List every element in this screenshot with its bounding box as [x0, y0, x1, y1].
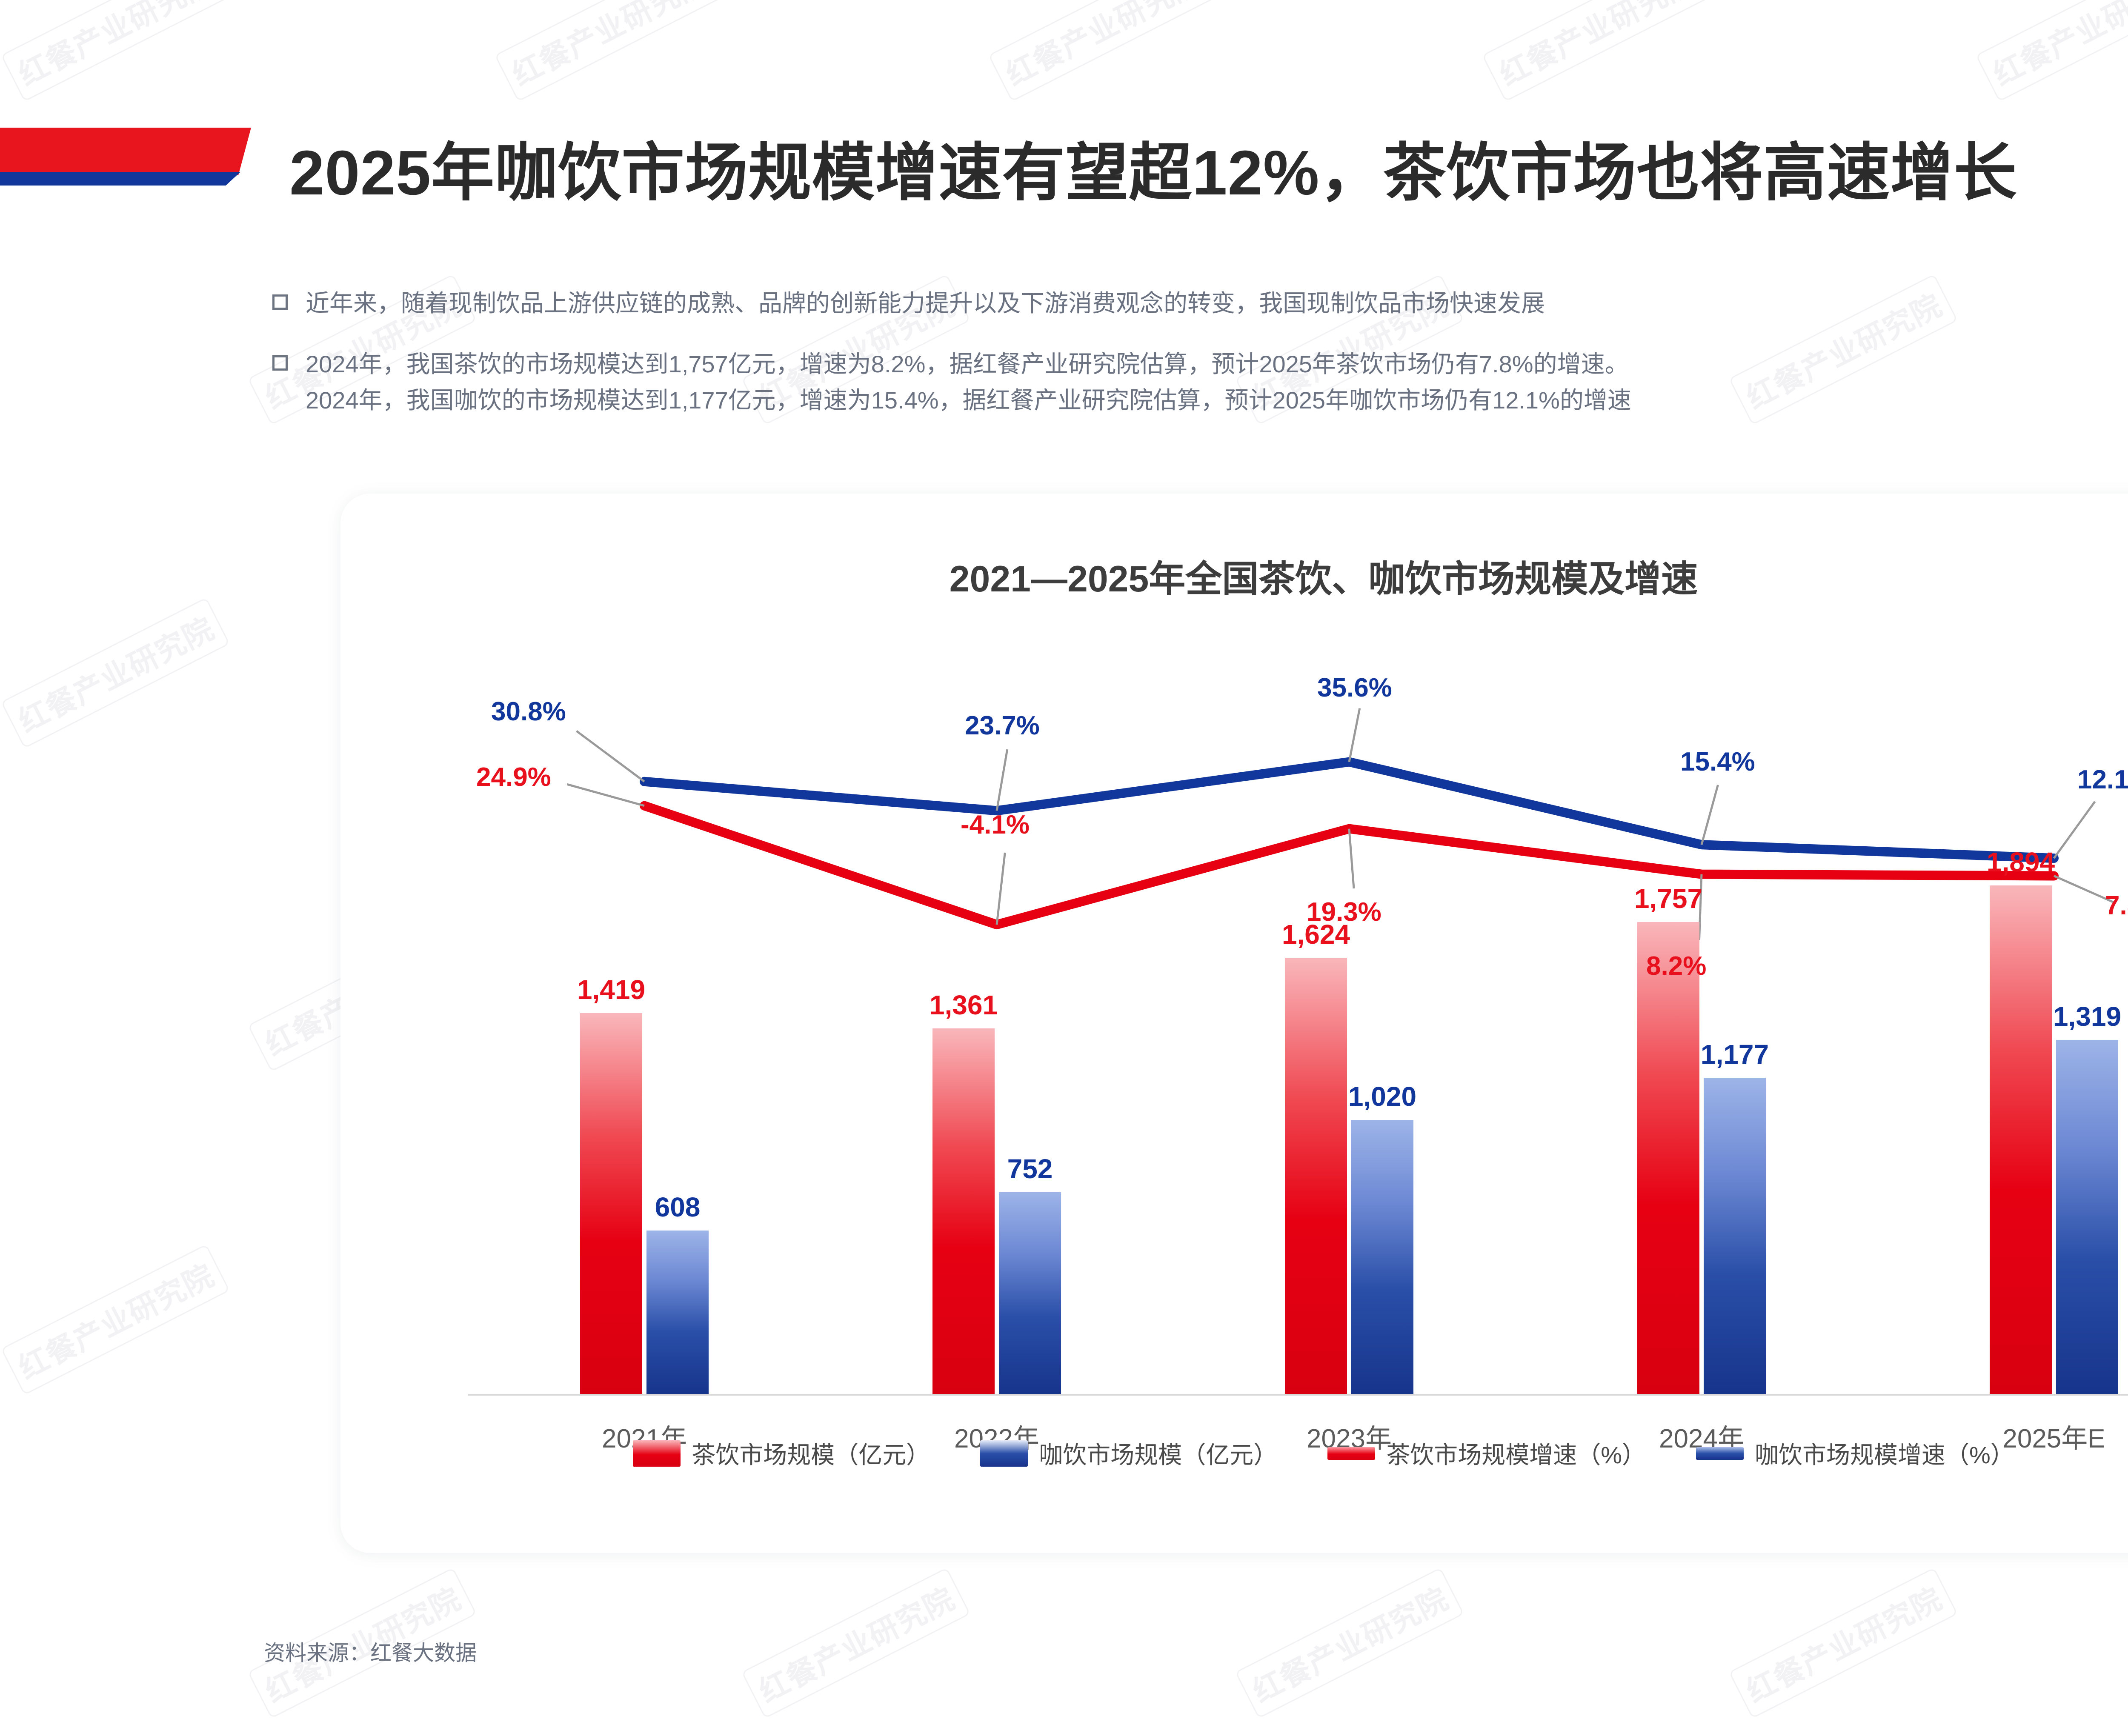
chart-x-axis — [468, 1394, 2128, 1396]
legend-swatch-tea-line — [1327, 1447, 1376, 1460]
legend-item-coffee-size[interactable]: 咖饮市场规模（亿元） — [980, 1436, 1277, 1470]
bar-value-label-coffee: 608 — [655, 1192, 701, 1223]
legend-label: 咖饮市场规模（亿元） — [1039, 1442, 1278, 1468]
bar-value-label-coffee: 1,177 — [1700, 1039, 1769, 1070]
x-tick-label: 2025年E — [2002, 1424, 2105, 1453]
legend-label: 咖饮市场规模增速（%） — [1755, 1442, 2014, 1468]
chart-legend: 茶饮市场规模（亿元） 咖饮市场规模（亿元） 茶饮市场规模增速（%） 咖饮市场规模… — [340, 1436, 2128, 1470]
legend-swatch-tea-bar — [633, 1440, 681, 1467]
chart-plot-area: 1,419 608 1,361 752 1,624 1,020 1,757 1,177 1,89… — [409, 655, 2128, 1453]
bar-coffee[interactable] — [999, 1192, 1061, 1394]
title-accent-bar — [0, 128, 255, 186]
bullet-text: 2024年，我国茶饮的市场规模达到1,757亿元，增速为8.2%，据红餐产业研究… — [306, 346, 1631, 418]
bullet-line: 近年来，随着现制饮品上游供应链的成熟、品牌的创新能力提升以及下游消费观念的转变，… — [306, 290, 1545, 317]
chart-title: 2021—2025年全国茶饮、咖饮市场规模及增速 — [949, 559, 1698, 600]
bullet-item: 2024年，我国茶饮的市场规模达到1,757亿元，增速为8.2%，据红餐产业研究… — [272, 346, 2128, 418]
bar-tea[interactable] — [1990, 885, 2052, 1394]
accent-red-shape — [0, 128, 251, 175]
legend-label: 茶饮市场规模增速（%） — [1386, 1442, 1646, 1468]
chart-card: 2021—2025年全国茶饮、咖饮市场规模及增速 1,419 608 1,361 75… — [340, 494, 2128, 1553]
watermark-tile: 红餐产业研究院 — [0, 597, 230, 749]
growth-label-coffee: 30.8% — [491, 697, 566, 726]
bullet-line: 2024年，我国茶饮的市场规模达到1,757亿元，增速为8.2%，据红餐产业研究… — [306, 351, 1629, 378]
bar-coffee[interactable] — [646, 1231, 709, 1394]
page-title: 2025年咖饮市场规模增速有望超12%，茶饮市场也将高速增长 — [289, 138, 2017, 208]
accent-blue-shape — [0, 172, 240, 186]
legend-label: 茶饮市场规模（亿元） — [692, 1442, 930, 1468]
legend-item-tea-growth[interactable]: 茶饮市场规模增速（%） — [1327, 1436, 1646, 1470]
leader-line — [995, 852, 1006, 925]
bar-value-label-coffee: 1,020 — [1348, 1081, 1417, 1112]
watermark-tile: 红餐产业研究院 — [1235, 1567, 1464, 1719]
leader-line — [1348, 828, 1355, 889]
watermark-tile: 红餐产业研究院 — [1728, 1567, 1958, 1719]
bar-coffee[interactable] — [1704, 1078, 1766, 1394]
leader-line — [576, 730, 645, 782]
growth-label-tea: 8.2% — [1646, 951, 1707, 981]
bullet-list: 近年来，随着现制饮品上游供应链的成熟、品牌的创新能力提升以及下游消费观念的转变，… — [272, 285, 2128, 443]
leader-line — [2053, 875, 2116, 904]
source-note: 资料来源：红餐大数据 — [264, 1641, 477, 1665]
line-coffee-growth — [640, 757, 2059, 863]
bullet-square-icon — [272, 355, 288, 371]
legend-swatch-coffee-line — [1696, 1447, 1744, 1460]
bullet-square-icon — [272, 294, 288, 310]
bar-value-label-tea: 1,624 — [1281, 919, 1350, 950]
growth-label-coffee: 35.6% — [1317, 673, 1392, 702]
growth-label-tea: 7.8% — [2105, 891, 2128, 921]
bar-value-label-coffee: 1,319 — [2053, 1001, 2122, 1032]
bar-value-label-tea: 1,419 — [577, 974, 646, 1005]
bar-value-label-coffee: 752 — [1007, 1153, 1053, 1184]
bullet-text: 近年来，随着现制饮品上游供应链的成熟、品牌的创新能力提升以及下游消费观念的转变，… — [306, 285, 1545, 321]
growth-label-coffee: 12.1% — [2077, 765, 2128, 795]
bar-coffee[interactable] — [2056, 1039, 2118, 1394]
leader-line — [1698, 874, 1703, 940]
page-header: 2025年咖饮市场规模增速有望超12%，茶饮市场也将高速增长 红餐 产业研究院 — [0, 0, 2128, 264]
growth-label-tea: 24.9% — [476, 762, 551, 792]
leader-line — [995, 749, 1009, 811]
bar-coffee[interactable] — [1351, 1120, 1413, 1394]
bar-value-label-tea: 1,361 — [929, 990, 998, 1021]
legend-item-tea-size[interactable]: 茶饮市场规模（亿元） — [633, 1436, 930, 1470]
bar-value-label-tea: 1,894 — [1986, 846, 2055, 877]
bar-tea[interactable] — [1637, 922, 1699, 1394]
chart-lines-svg — [566, 708, 2116, 940]
leader-line — [1700, 785, 1719, 845]
bar-tea[interactable] — [1285, 958, 1347, 1394]
bullet-item: 近年来，随着现制饮品上游供应链的成熟、品牌的创新能力提升以及下游消费观念的转变，… — [272, 285, 2128, 321]
bullet-line: 2024年，我国咖饮的市场规模达到1,177亿元，增速为15.4%，据红餐产业研… — [306, 387, 1631, 414]
growth-label-tea: 19.3% — [1307, 897, 1381, 927]
growth-label-coffee: 23.7% — [965, 711, 1040, 741]
bar-value-label-tea: 1,757 — [1634, 883, 1703, 914]
bar-tea[interactable] — [932, 1028, 995, 1394]
bar-tea[interactable] — [580, 1013, 642, 1394]
legend-item-coffee-growth[interactable]: 咖饮市场规模增速（%） — [1696, 1436, 2014, 1470]
legend-swatch-coffee-bar — [980, 1440, 1028, 1467]
leader-line — [1348, 708, 1361, 762]
leader-line — [2053, 801, 2096, 859]
growth-label-coffee: 15.4% — [1680, 747, 1755, 777]
leader-line — [566, 783, 645, 807]
watermark-tile: 红餐产业研究院 — [0, 1244, 230, 1396]
growth-label-tea: -4.1% — [961, 810, 1030, 840]
watermark-tile: 红餐产业研究院 — [741, 1567, 971, 1719]
